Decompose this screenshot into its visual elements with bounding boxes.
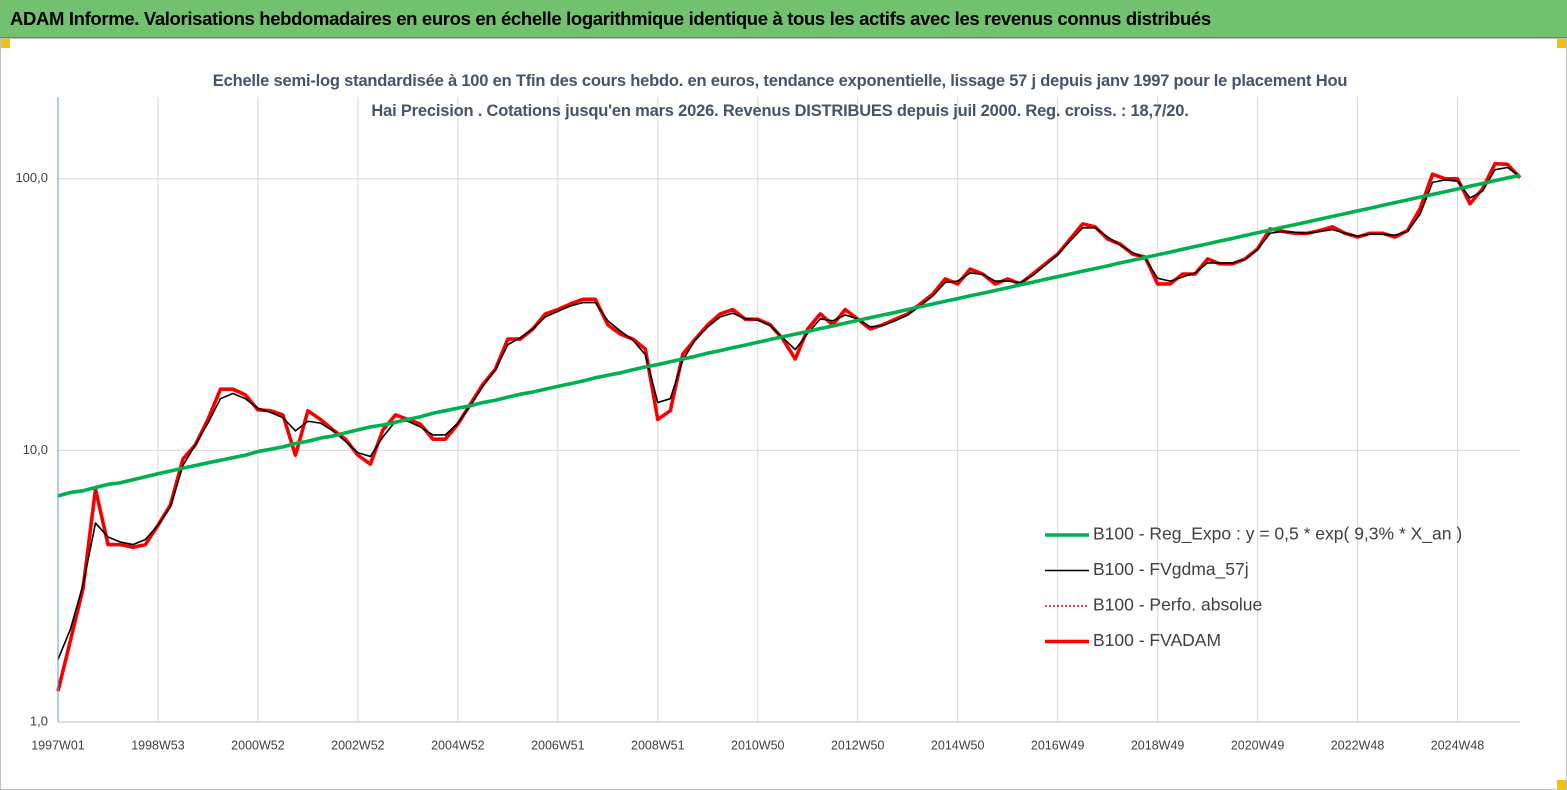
x-tick-label: 2000W52 <box>231 738 285 752</box>
series-line <box>57 166 1521 660</box>
legend-label: B100 - FVgdma_57j <box>1093 559 1249 580</box>
series-line <box>57 163 1521 692</box>
plot-lines <box>56 161 1522 692</box>
series-line <box>57 173 1521 498</box>
x-tick-label: 2014W50 <box>931 738 985 752</box>
x-tick-label: 1998W53 <box>131 738 185 752</box>
x-tick-label: 2022W48 <box>1331 738 1385 752</box>
corner-mark <box>0 38 10 48</box>
x-tick-label: 2010W50 <box>731 738 785 752</box>
x-tick-label: 2018W49 <box>1131 738 1185 752</box>
legend-label: B100 - Perfo. absolue <box>1093 595 1262 615</box>
y-tick-label: 10,0 <box>23 442 48 457</box>
axes: 1,0 10,0 100,0 1997W01 1998W53 2000W52 2002W52… <box>15 97 1520 752</box>
x-tick-label: 2002W52 <box>331 738 385 752</box>
x-tick-label: 2024W48 <box>1431 738 1485 752</box>
y-tick-label: 100,0 <box>15 170 48 185</box>
legend: B100 - Reg_Expo : y = 0,5 * exp( 9,3% * … <box>1045 524 1462 650</box>
chart-frame <box>0 38 1567 790</box>
header-title: ADAM Informe. Valorisations hebdomadaire… <box>10 8 1211 29</box>
x-tick-label: 1997W01 <box>31 738 85 752</box>
x-tick-label: 2008W51 <box>631 738 685 752</box>
corner-mark <box>1557 38 1567 48</box>
corner-mark <box>1557 780 1567 790</box>
series-line <box>56 161 1522 692</box>
legend-label: B100 - FVADAM <box>1093 630 1221 650</box>
x-tick-label: 2004W52 <box>431 738 485 752</box>
x-tick-label: 2012W50 <box>831 738 885 752</box>
x-tick-label: 2016W49 <box>1031 738 1085 752</box>
chart-title: Echelle semi-log standardisée à 100 en T… <box>212 72 1348 120</box>
x-tick-label: 2006W51 <box>531 738 585 752</box>
grid <box>58 97 1520 723</box>
header-bar: ADAM Informe. Valorisations hebdomadaire… <box>0 0 1567 38</box>
x-tick-label: 2020W49 <box>1231 738 1285 752</box>
legend-label: B100 - Reg_Expo : y = 0,5 * exp( 9,3% * … <box>1093 524 1462 545</box>
y-tick-label: 1,0 <box>30 713 48 728</box>
